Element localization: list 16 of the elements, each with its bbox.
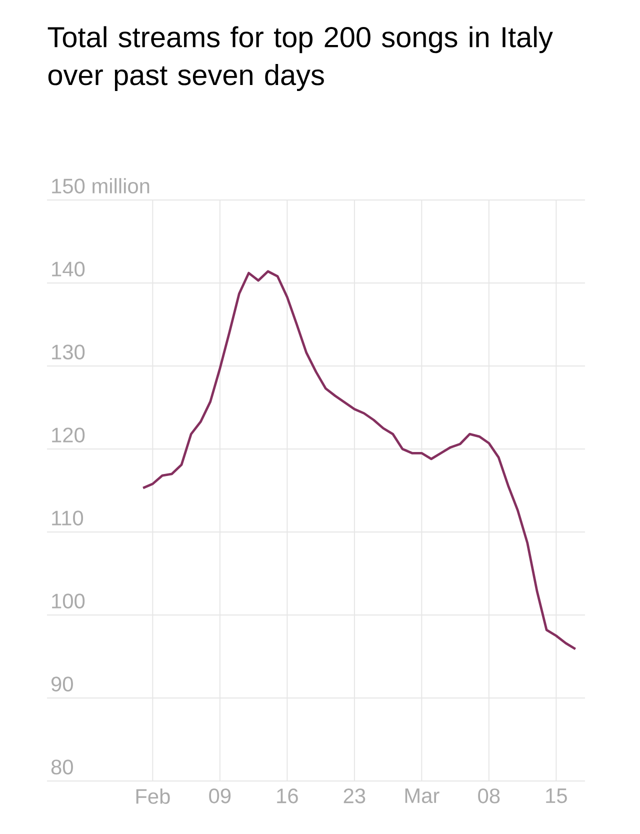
y-tick-label: 100 [52, 594, 85, 608]
chart-title: Total streams for top 200 songs in Italy over past seven days [48, 26, 553, 91]
y-tick-label: 140 [52, 262, 85, 276]
x-tick-label: Mar [405, 788, 440, 804]
x-tick-label: 23 [344, 788, 366, 804]
x-tick-label: 08 [478, 788, 500, 804]
y-tick-label: 80 [51, 760, 73, 774]
x-tick-label: 09 [209, 788, 231, 804]
y-tick-label: 90 [52, 676, 73, 692]
x-tick-label: 16 [277, 788, 298, 804]
y-tick-label: 110 [52, 510, 84, 526]
y-tick-label: 120 [52, 428, 85, 442]
y-tick-label: 130 [52, 344, 85, 360]
y-tick-label: 150 million [52, 178, 150, 194]
x-tick-label: Feb [136, 788, 170, 804]
x-tick-label: 15 [546, 788, 567, 804]
